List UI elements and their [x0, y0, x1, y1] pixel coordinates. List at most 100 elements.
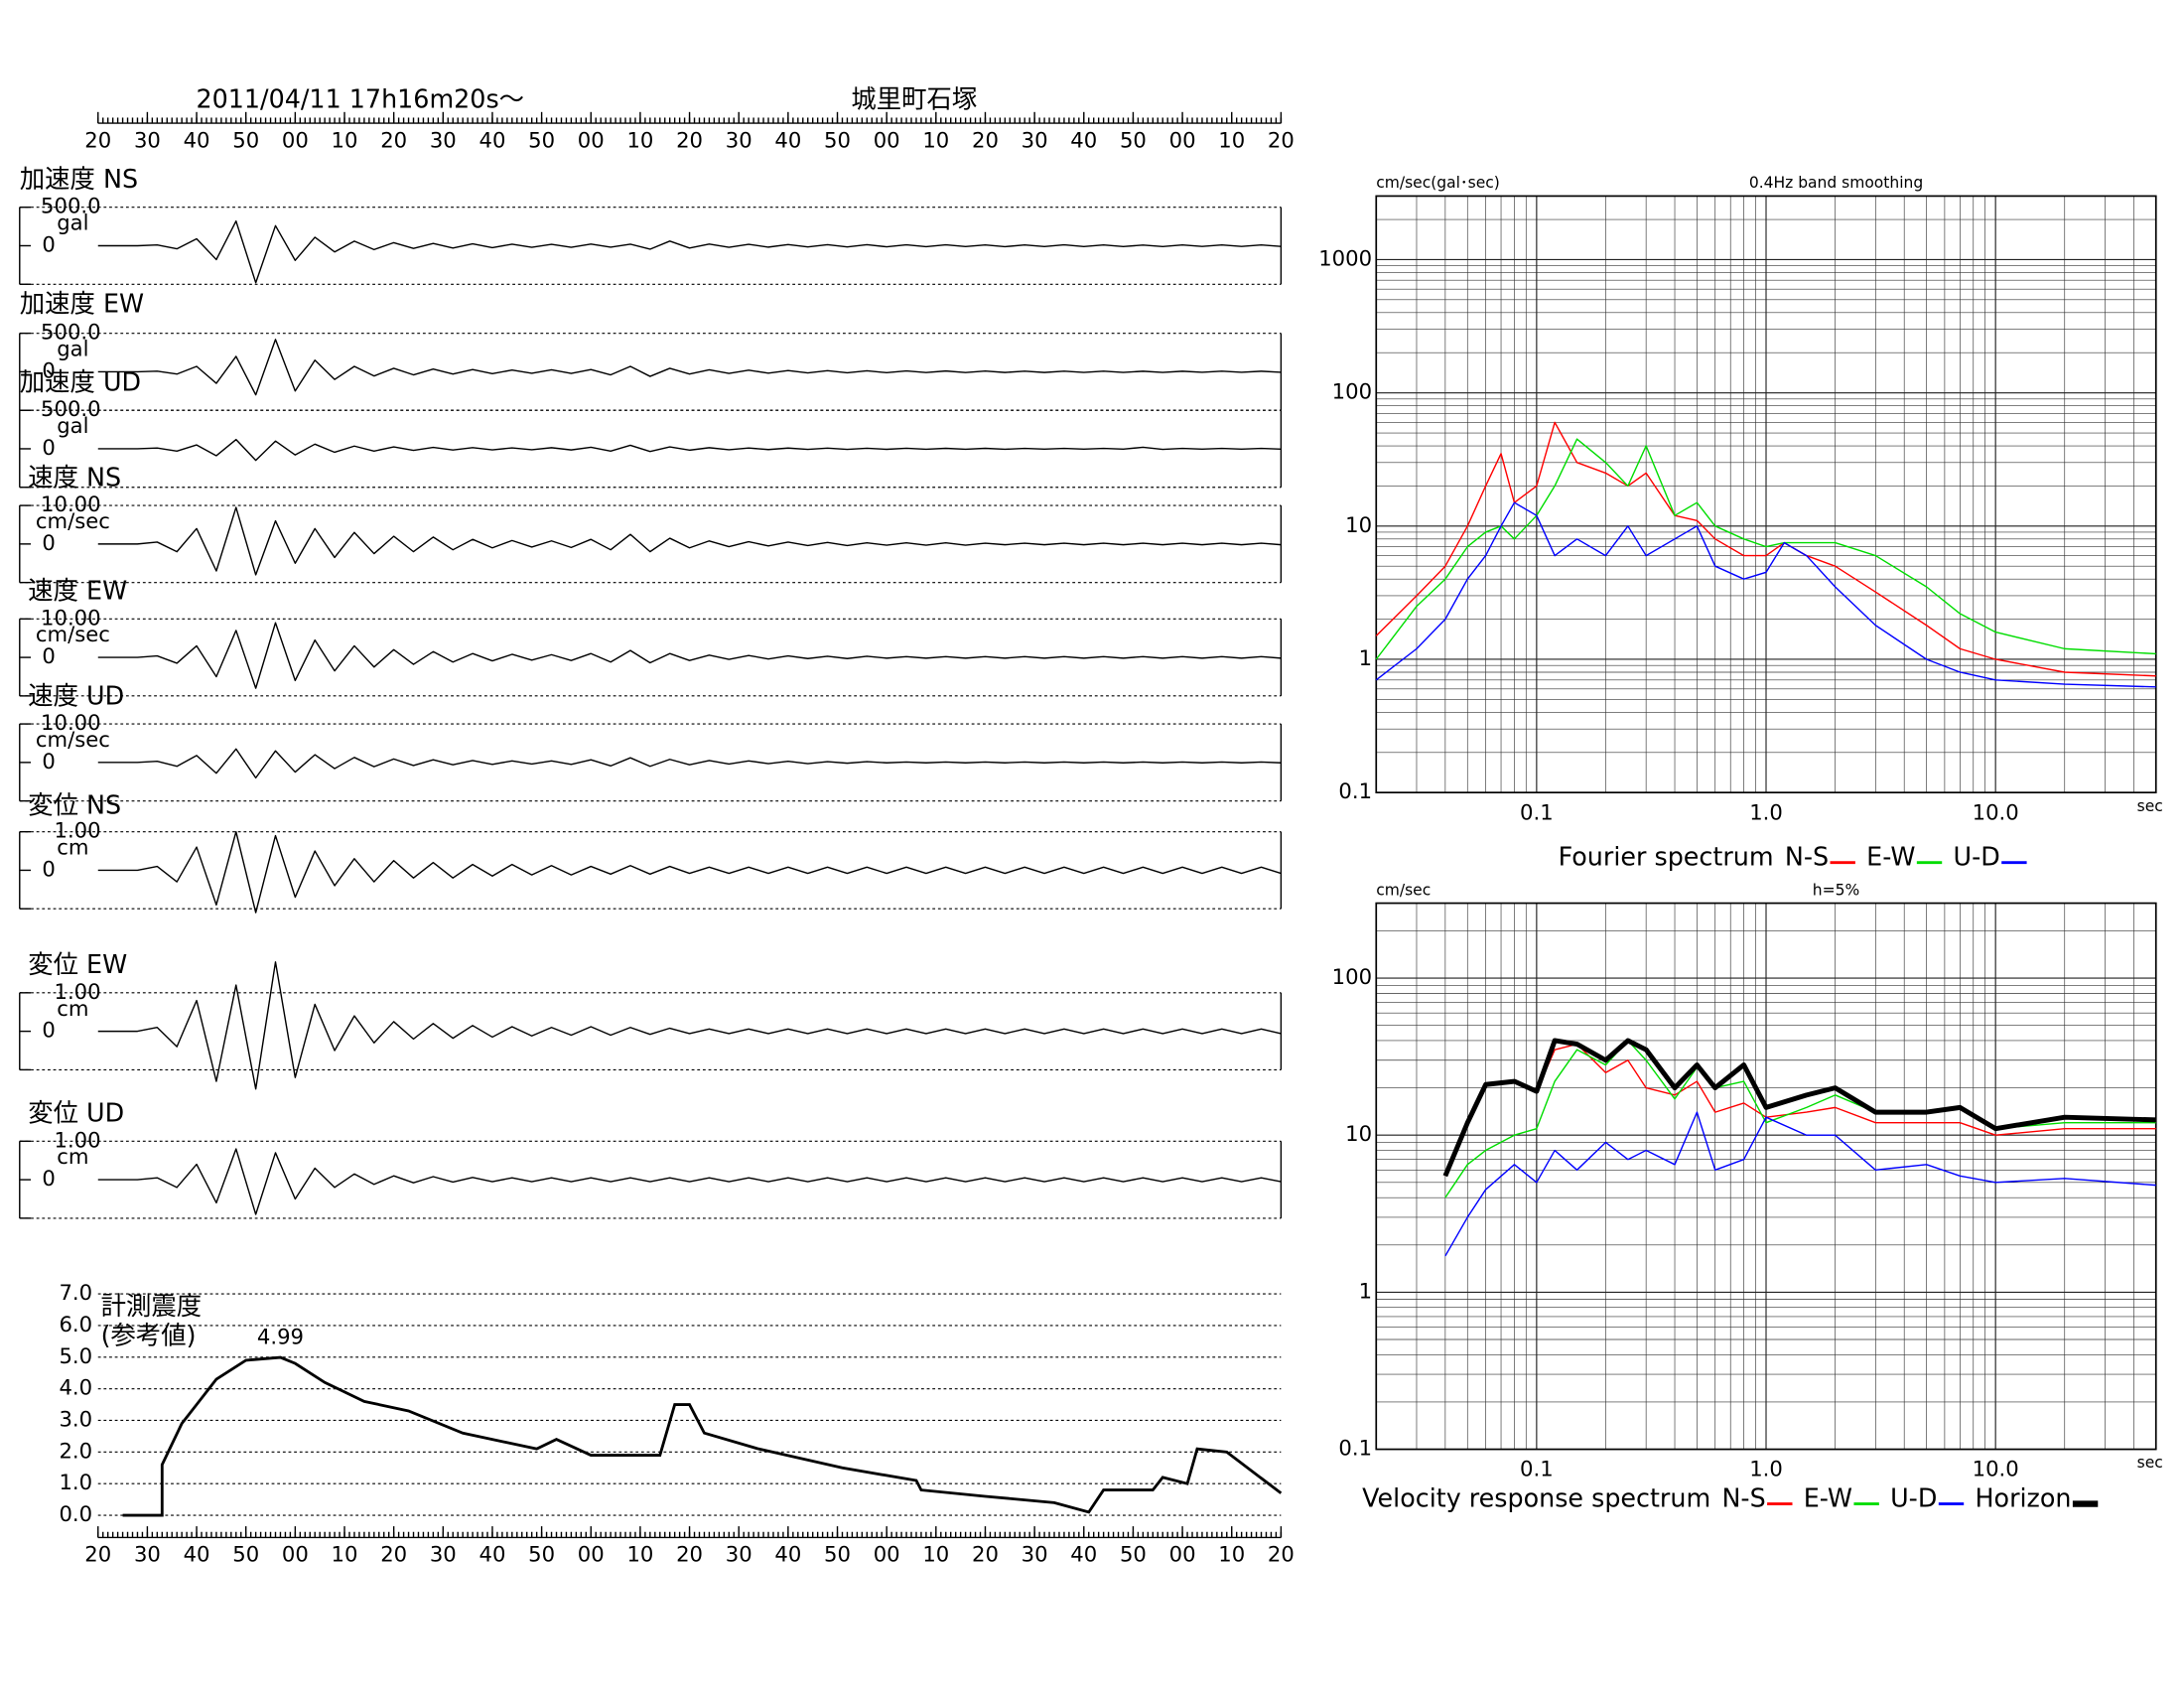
x-tick-label: 20 — [1268, 1542, 1295, 1567]
waveform — [97, 339, 1282, 396]
x-tick-label: 50 — [824, 127, 851, 152]
x-tick-label: 10 — [626, 1542, 653, 1567]
x-tick-label: 10 — [1218, 1542, 1245, 1567]
waveform — [97, 219, 1282, 284]
x-tick-label: 30 — [430, 127, 457, 152]
x-tick-label: 10 — [922, 1542, 949, 1567]
intensity-line — [122, 1355, 1283, 1517]
x-tick-label: 20 — [84, 127, 111, 152]
waveform — [97, 1148, 1282, 1215]
y-tick-label: 10.00 — [41, 605, 101, 630]
legend-label: U-D — [1954, 841, 2000, 871]
x-tick-label: 00 — [578, 1542, 605, 1567]
x-tick-label: 0.1 — [1520, 799, 1554, 824]
unit-label: gal — [57, 211, 88, 235]
x-tick-label: 40 — [1070, 127, 1097, 152]
legend-title: Fourier spectrum — [1559, 841, 1774, 871]
legend-label: U-D — [1890, 1482, 1937, 1512]
y-tick-label: 0.1 — [1338, 1436, 1372, 1461]
unit-label: cm — [57, 996, 88, 1021]
x-tick-label: 00 — [874, 1542, 900, 1567]
x-tick-label: 20 — [1268, 127, 1295, 152]
panel-title: 速度 UD — [28, 680, 124, 710]
y-tick-label: 10.00 — [41, 492, 101, 516]
plot-frame — [1375, 902, 2157, 1451]
y-tick-label: 500.0 — [41, 396, 101, 421]
x-tick-label: 1.0 — [1749, 799, 1783, 824]
x-tick-label: 30 — [134, 127, 161, 152]
y-tick-label: 1.00 — [54, 818, 100, 843]
waveform — [97, 961, 1282, 1090]
x-tick-label: 40 — [184, 1542, 210, 1567]
y-tick-label: 7.0 — [59, 1280, 92, 1305]
x-tick-label: 40 — [1070, 1542, 1097, 1567]
x-tick-label: 50 — [1120, 1542, 1147, 1567]
x-tick-label: 10 — [332, 1542, 358, 1567]
y-axis-label: cm/sec(gal･sec) — [1376, 174, 1500, 192]
station-name: 城里町石塚 — [851, 84, 977, 114]
x-tick-label: 40 — [479, 127, 506, 152]
y-tick-label: 0.1 — [1338, 778, 1372, 803]
chart-subtitle: h=5% — [1813, 881, 1859, 899]
x-tick-label: 30 — [430, 1542, 457, 1567]
x-tick-label: 50 — [528, 127, 555, 152]
x-tick-label: 30 — [726, 1542, 752, 1567]
y-axis-label: cm/sec — [1376, 881, 1431, 899]
x-axis-label: sec — [2137, 797, 2163, 815]
y-tick-label: 1.00 — [54, 979, 100, 1004]
x-tick-label: 10.0 — [1973, 1457, 2019, 1481]
y-tick-label: 0 — [42, 856, 55, 881]
panel-title: 変位 UD — [28, 1098, 124, 1128]
y-tick-label: 0.0 — [59, 1501, 92, 1526]
y-tick-label: 0 — [42, 643, 55, 668]
x-tick-label: 50 — [232, 1542, 259, 1567]
spectrum-line — [1375, 501, 2156, 688]
x-tick-label: 40 — [774, 127, 801, 152]
y-tick-label: 6.0 — [59, 1312, 92, 1336]
unit-label: cm/sec — [36, 508, 110, 533]
x-tick-label: 10 — [332, 127, 358, 152]
y-tick-label: 500.0 — [41, 194, 101, 218]
y-tick-label: 0 — [42, 1018, 55, 1043]
x-tick-label: 00 — [1169, 1542, 1196, 1567]
y-tick-label: 0 — [42, 530, 55, 555]
unit-label: gal — [57, 413, 88, 438]
y-tick-label: 0 — [42, 749, 55, 774]
x-tick-label: 10 — [1218, 127, 1245, 152]
y-tick-label: 1.0 — [59, 1470, 92, 1494]
x-tick-label: 50 — [1120, 127, 1147, 152]
panel-title: 変位 EW — [28, 949, 127, 979]
y-tick-label: 1000 — [1318, 245, 1372, 270]
y-tick-label: 3.0 — [59, 1406, 92, 1431]
x-tick-label: 20 — [676, 127, 703, 152]
legend-label: E-W — [1804, 1482, 1852, 1512]
x-tick-label: 50 — [528, 1542, 555, 1567]
x-tick-label: 0.1 — [1520, 1457, 1554, 1481]
y-tick-label: 4.0 — [59, 1375, 92, 1400]
legend-label: Horizon — [1975, 1482, 2071, 1512]
unit-label: cm — [57, 1144, 88, 1169]
waveform — [97, 748, 1282, 779]
y-tick-label: 100 — [1332, 379, 1372, 404]
spectrum-line — [1444, 1111, 2156, 1257]
y-tick-label: 0 — [42, 435, 55, 460]
panel-title: 加速度 EW — [20, 288, 144, 318]
y-tick-label: 10 — [1345, 512, 1372, 537]
x-tick-label: 40 — [774, 1542, 801, 1567]
y-tick-label: 0 — [42, 231, 55, 256]
y-tick-label: 100 — [1332, 964, 1372, 989]
x-tick-label: 00 — [578, 127, 605, 152]
x-tick-label: 10 — [626, 127, 653, 152]
x-tick-label: 20 — [84, 1542, 111, 1567]
waveform — [97, 438, 1282, 462]
x-tick-label: 00 — [874, 127, 900, 152]
x-tick-label: 30 — [134, 1542, 161, 1567]
x-tick-label: 20 — [972, 127, 999, 152]
x-tick-label: 00 — [1169, 127, 1196, 152]
y-tick-label: 10 — [1345, 1121, 1372, 1146]
panel-title: 加速度 NS — [20, 164, 138, 194]
y-tick-label: 1.00 — [54, 1127, 100, 1152]
unit-label: cm/sec — [36, 727, 110, 752]
